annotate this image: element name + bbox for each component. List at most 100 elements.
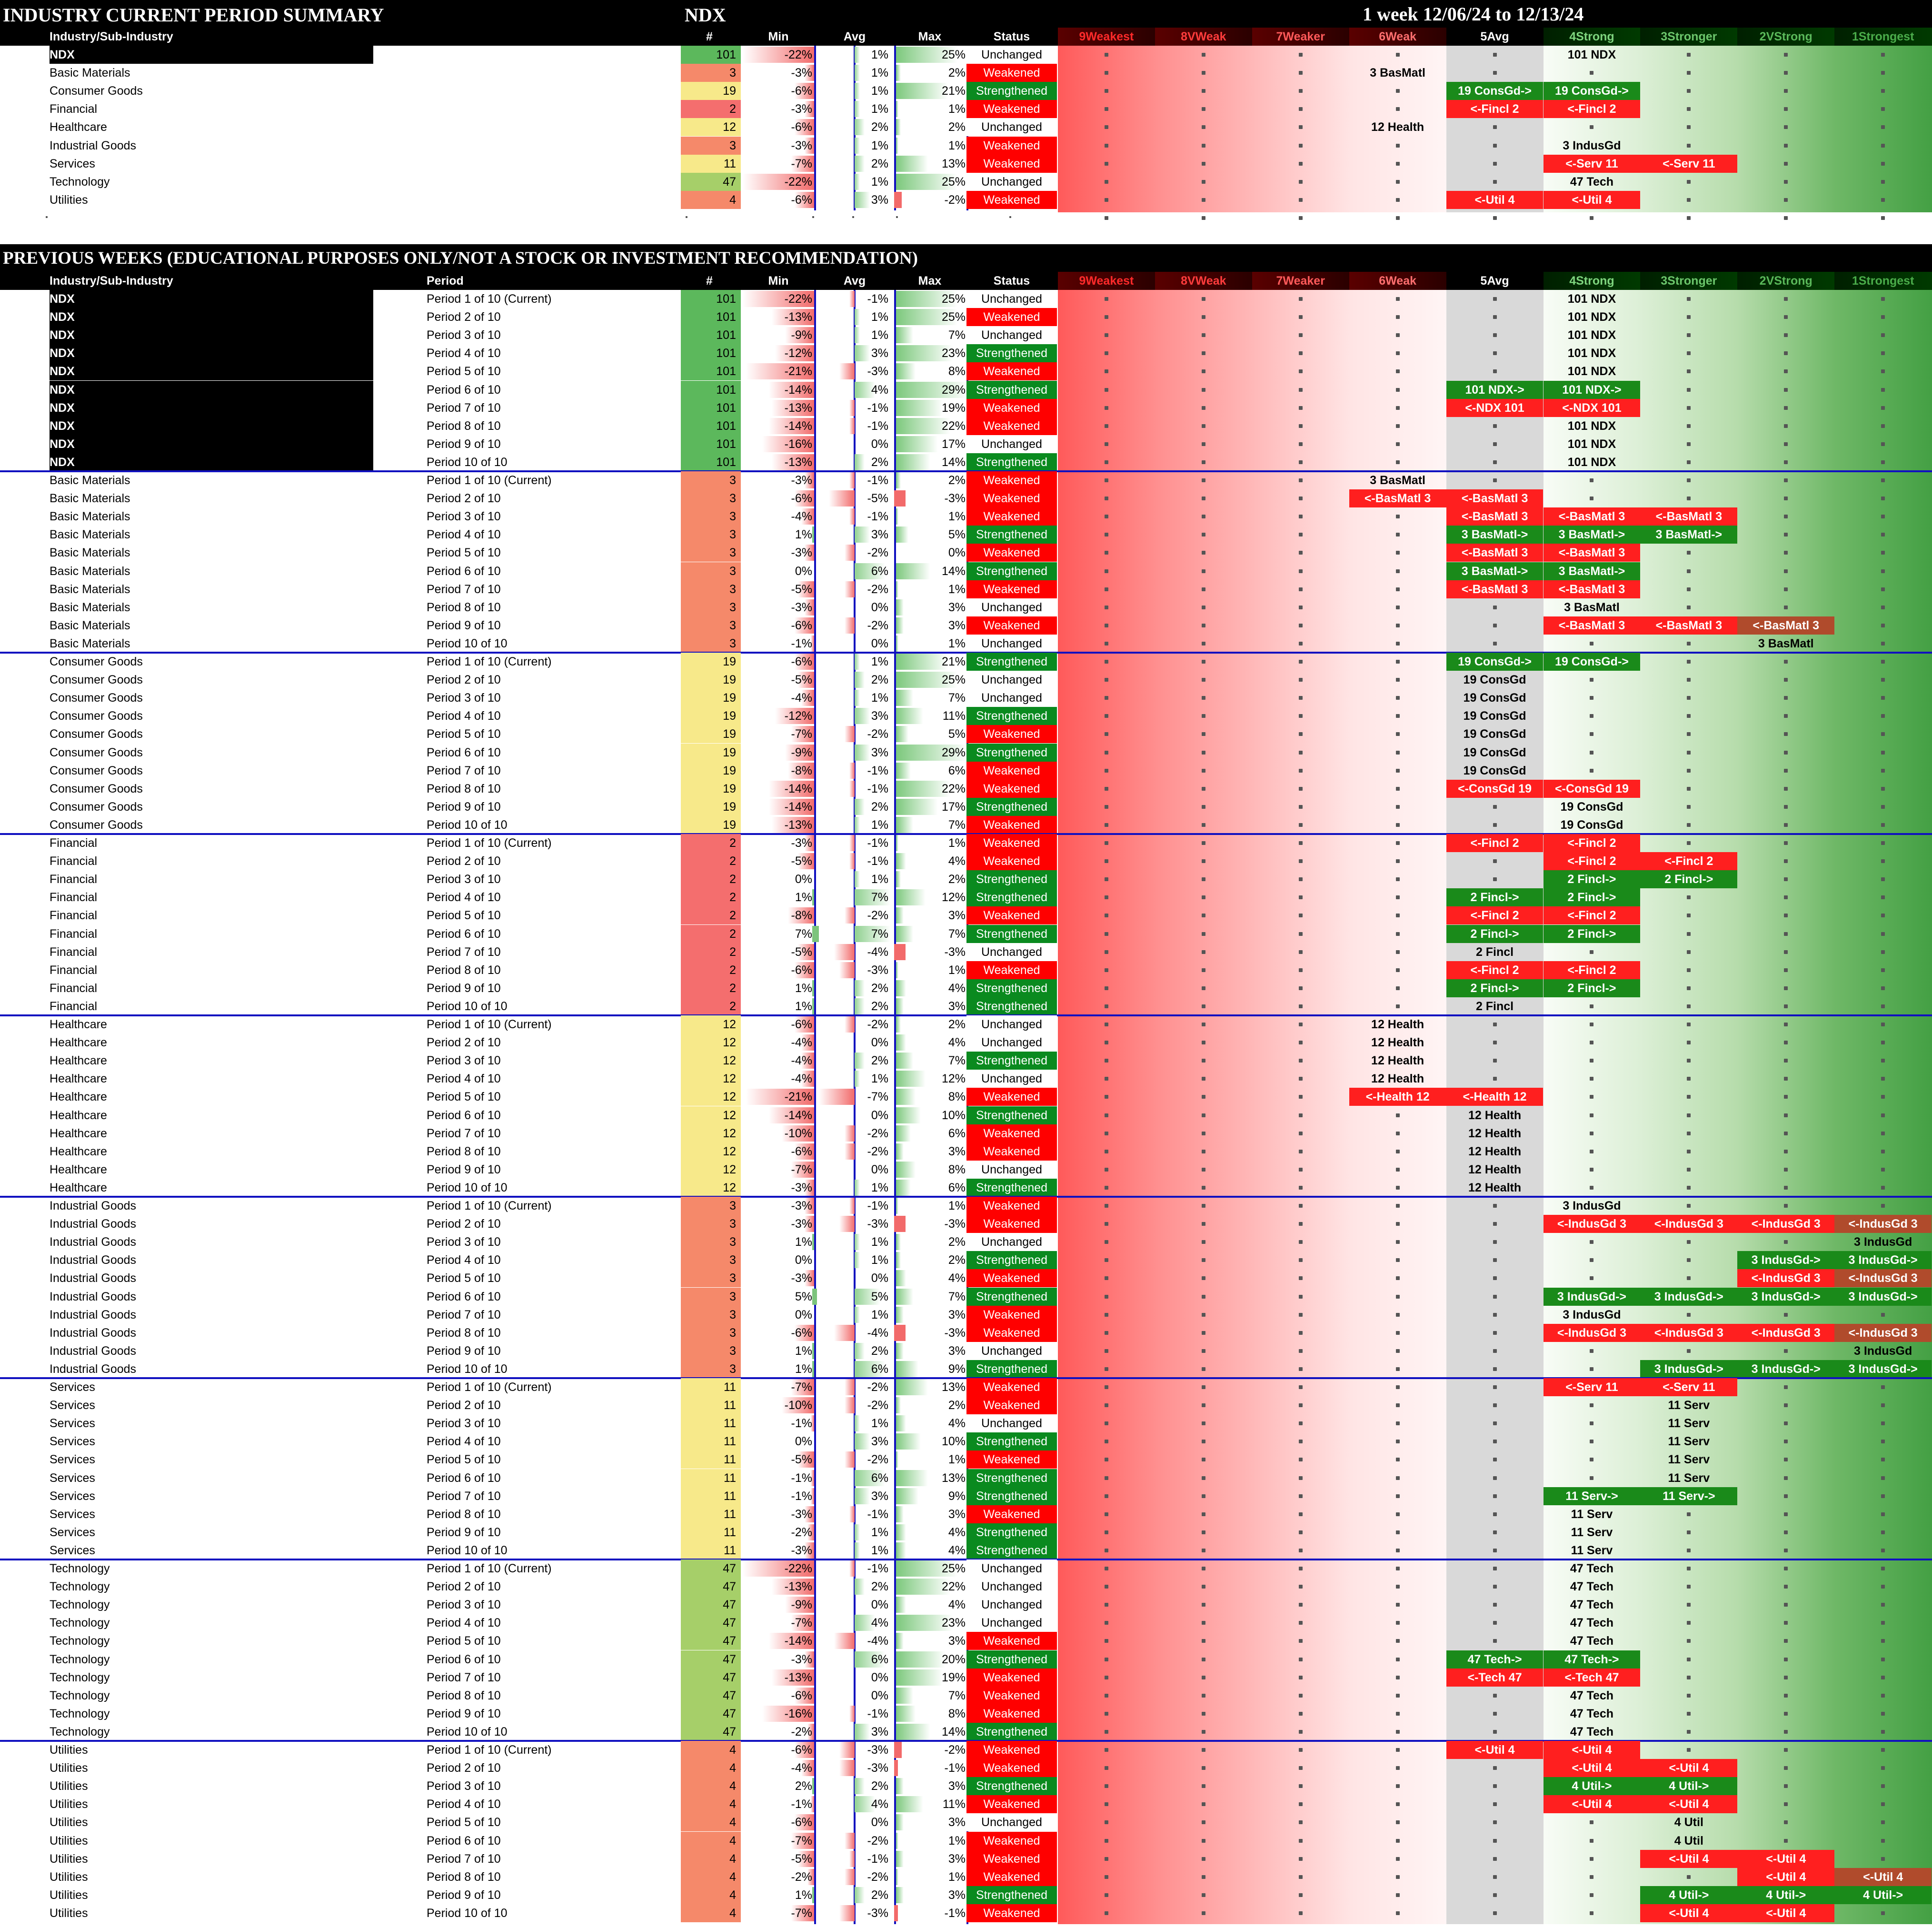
zone-bg-5 (1543, 28, 1641, 212)
status-cell: Unchanged (966, 1414, 1057, 1433)
count-bg (681, 725, 741, 744)
max-cell: 22% (941, 419, 966, 433)
min-bar (804, 1651, 814, 1668)
count-cell: 4 (729, 1888, 736, 1902)
summary-header-industry: Industry/Sub-Industry (50, 30, 173, 43)
empty-zone-dot (1201, 678, 1205, 682)
count-cell: 101 (716, 401, 736, 415)
empty-zone-dot (1687, 714, 1691, 718)
empty-zone-dot (1493, 1729, 1497, 1734)
previous-zone-header-bg-5 (1543, 272, 1641, 290)
empty-zone-dot (1298, 1331, 1303, 1335)
count-cell: 4 (729, 1906, 736, 1920)
industry-name: Industrial Goods (50, 1308, 137, 1321)
column-divider (854, 290, 856, 1924)
count-bg (681, 544, 741, 562)
empty-zone-dot (1104, 1421, 1108, 1426)
empty-zone-dot (1104, 841, 1108, 845)
ndx-name-bg (50, 417, 373, 435)
count-bg (681, 1414, 741, 1433)
status-cell: Strengthened (966, 1287, 1057, 1306)
min-bar (788, 762, 814, 779)
zone-cell: 2 Fincl-> (1543, 979, 1641, 997)
count-cell: 3 (729, 1308, 736, 1321)
count-bg (681, 1523, 741, 1541)
avg-bar (855, 563, 886, 579)
count-cell: 3 (729, 546, 736, 560)
empty-zone-dot (1881, 1675, 1885, 1679)
empty-zone-dot (1881, 1802, 1885, 1807)
count-cell: 19 (723, 709, 736, 723)
min-cell: -3% (791, 474, 812, 487)
max-cell: 20% (941, 1652, 966, 1666)
period-cell: Period 9 of 10 (427, 800, 501, 814)
empty-zone-dot (1395, 1911, 1400, 1915)
empty-zone-dot (1201, 914, 1205, 918)
empty-zone-dot (1687, 1657, 1691, 1661)
avg-cell: 3% (871, 347, 888, 360)
empty-zone-dot (1493, 1458, 1497, 1462)
empty-zone-dot (1104, 53, 1108, 57)
min-cell: -13% (784, 1670, 812, 1684)
min-cell: -14% (784, 383, 812, 397)
period-cell: Period 6 of 10 (427, 383, 501, 397)
avg-cell: -3% (867, 1217, 888, 1231)
industry-name: Utilities (50, 1743, 88, 1757)
min-cell: -3% (791, 546, 812, 560)
avg-cell: -4% (867, 1634, 888, 1648)
max-bar (896, 1687, 914, 1704)
min-bar (797, 853, 814, 870)
min-bar (812, 889, 814, 906)
min-bar (807, 1524, 814, 1540)
empty-zone-dot (1881, 1657, 1885, 1661)
max-bar (896, 1270, 906, 1287)
period-cell: Period 3 of 10 (427, 1054, 501, 1068)
industry-name: NDX (50, 347, 75, 360)
max-cell: 3% (948, 1507, 966, 1521)
max-cell: -3% (944, 1217, 966, 1231)
avg-cell: -1% (867, 419, 888, 433)
column-divider (894, 46, 896, 210)
status-cell: Strengthened (966, 1052, 1057, 1070)
avg-cell: -4% (867, 1326, 888, 1340)
empty-zone-dot (1784, 351, 1788, 356)
empty-zone-dot (1590, 1004, 1594, 1008)
status-cell: Weakened (966, 616, 1057, 635)
empty-zone-dot (1395, 369, 1400, 374)
empty-zone-dot (1298, 660, 1303, 664)
min-cell: -6% (791, 1326, 812, 1340)
empty-zone-dot (1881, 641, 1885, 646)
empty-zone-dot (1104, 1911, 1108, 1915)
industry-name: Industrial Goods (50, 1290, 137, 1303)
status-cell: Weakened (966, 1323, 1057, 1342)
status-cell: Unchanged (966, 172, 1057, 191)
empty-zone-dot (1784, 1403, 1788, 1408)
empty-zone-dot (1201, 1095, 1205, 1099)
avg-cell: 1% (871, 1235, 888, 1249)
empty-zone-dot (1590, 750, 1594, 755)
empty-zone-dot (1395, 1748, 1400, 1752)
empty-zone-dot (1493, 877, 1497, 882)
empty-zone-dot (1493, 71, 1497, 75)
empty-zone-dot (1493, 641, 1497, 646)
empty-zone-dot (1881, 895, 1885, 900)
max-cell: 8% (948, 1707, 966, 1720)
avg-bar (844, 1379, 855, 1395)
zone-cell: 47 Tech (1570, 1580, 1614, 1594)
period-cell: Period 4 of 10 (427, 1798, 501, 1811)
empty-zone-dot (1784, 750, 1788, 755)
empty-zone-dot (1493, 1802, 1497, 1807)
count-cell: 11 (724, 157, 736, 170)
empty-zone-dot (1784, 950, 1788, 954)
empty-zone-dot (1201, 1131, 1205, 1135)
max-bar (896, 1161, 916, 1178)
summary-title: INDUSTRY CURRENT PERIOD SUMMARY (3, 4, 384, 26)
avg-cell: -2% (867, 1381, 888, 1394)
max-bar (896, 690, 914, 706)
industry-name: NDX (50, 48, 75, 61)
empty-zone-dot (1104, 1458, 1108, 1462)
empty-zone-dot (1784, 1059, 1788, 1063)
count-cell: 2 (729, 891, 736, 904)
empty-zone-dot (1395, 805, 1400, 809)
industry-name: Technology (50, 1598, 110, 1612)
